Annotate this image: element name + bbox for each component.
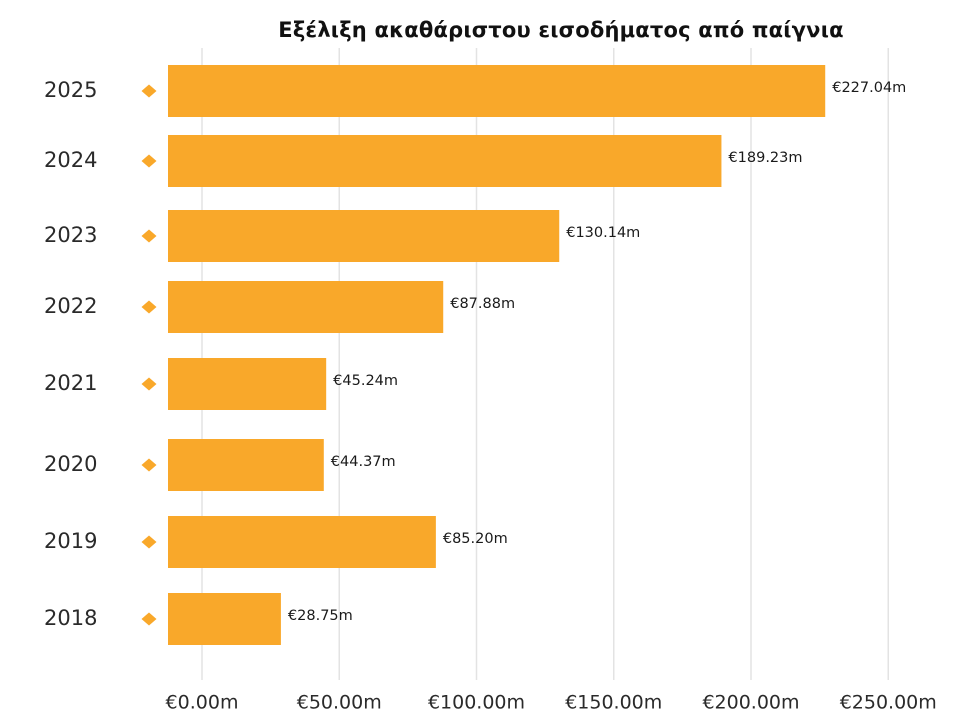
category-marker [141, 377, 157, 391]
value-label: €44.37m [331, 454, 396, 470]
category-label: 2023 [44, 223, 97, 247]
x-tick-label: €0.00m [166, 692, 239, 714]
category-label: 2025 [44, 78, 97, 102]
value-label: €28.75m [288, 608, 353, 624]
category-label: 2020 [44, 452, 97, 476]
category-label: 2021 [44, 371, 97, 395]
category-marker [141, 535, 157, 549]
category-marker [141, 229, 157, 243]
category-marker [141, 300, 157, 314]
value-label: €130.14m [566, 225, 640, 241]
category-markers [141, 84, 157, 626]
x-tick-label: €200.00m [702, 692, 799, 714]
bar [168, 439, 324, 491]
chart-title: Εξέλιξη ακαθάριστου εισοδήματος από παίγ… [278, 18, 844, 42]
value-label: €87.88m [450, 296, 515, 312]
x-tick-label: €100.00m [428, 692, 525, 714]
category-label: 2018 [44, 606, 97, 630]
category-marker [141, 458, 157, 472]
x-axis-tick-labels: €0.00m €50.00m €100.00m €150.00m €200.00m €25… [166, 692, 937, 714]
value-labels: €227.04m €189.23m €130.14m €87.88m €45.24m €4… [288, 80, 906, 624]
value-label: €227.04m [832, 80, 906, 96]
bar [168, 516, 436, 568]
category-marker [141, 612, 157, 626]
bar [168, 65, 826, 117]
bar [168, 593, 281, 645]
x-tick-label: €250.00m [840, 692, 937, 714]
bar [168, 135, 722, 187]
value-label: €85.20m [443, 531, 508, 547]
bar [168, 210, 560, 262]
category-labels: 2025 2024 2023 2022 2021 2020 2019 2018 [44, 78, 97, 630]
category-label: 2019 [44, 529, 97, 553]
x-tick-label: €50.00m [297, 692, 382, 714]
value-label: €189.23m [728, 150, 802, 166]
category-marker [141, 154, 157, 168]
value-label: €45.24m [333, 373, 398, 389]
bar [168, 281, 444, 333]
category-label: 2022 [44, 294, 97, 318]
x-tick-label: €150.00m [565, 692, 662, 714]
bars [168, 65, 826, 645]
category-label: 2024 [44, 148, 97, 172]
bar [168, 358, 327, 410]
category-marker [141, 84, 157, 98]
